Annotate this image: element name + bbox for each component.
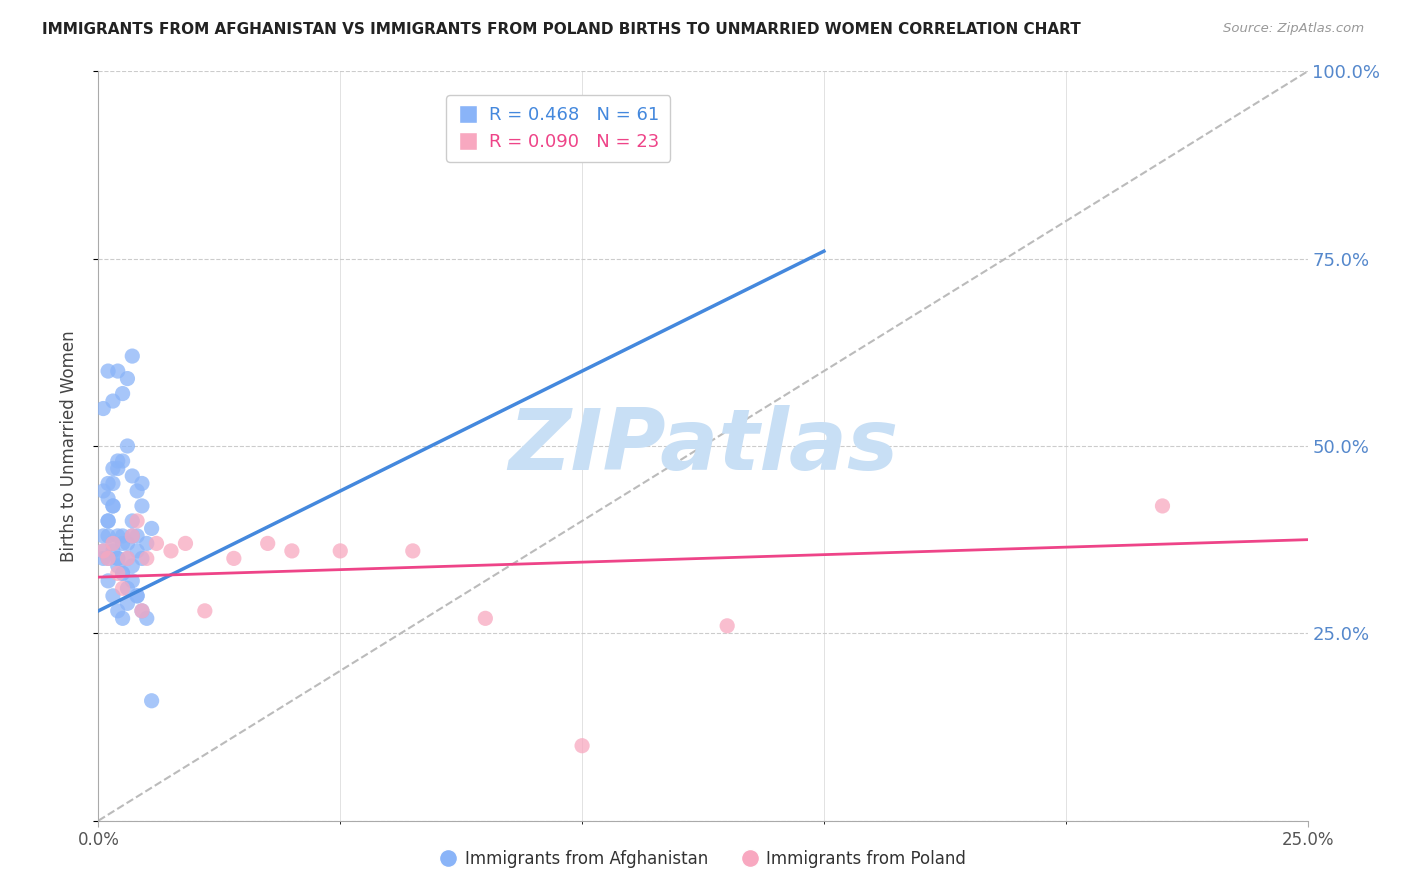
Point [101, 499, 124, 513]
Point [135, 551, 157, 566]
Point [101, 394, 124, 409]
Legend: R = 0.468   N = 61, R = 0.090   N = 23: R = 0.468 N = 61, R = 0.090 N = 23 [446, 95, 671, 162]
Point [121, 514, 143, 528]
Y-axis label: Births to Unmarried Women: Births to Unmarried Women [59, 330, 77, 562]
Point [127, 589, 149, 603]
Point [91, 529, 114, 543]
Text: ZIPatlas: ZIPatlas [508, 404, 898, 488]
Point [91, 401, 114, 416]
Point [91, 544, 114, 558]
Point [101, 499, 124, 513]
Point [101, 536, 124, 550]
Point [131, 604, 153, 618]
Point [111, 566, 134, 581]
Point [474, 611, 496, 625]
Point [117, 596, 139, 610]
Point [127, 514, 149, 528]
Point [117, 439, 139, 453]
Point [107, 604, 129, 618]
Point [101, 536, 124, 550]
Point [111, 454, 134, 468]
Point [121, 558, 143, 573]
Point [97, 529, 120, 543]
Point [222, 551, 245, 566]
Point [91, 544, 114, 558]
Point [145, 536, 167, 550]
Point [111, 611, 134, 625]
Point [111, 529, 134, 543]
Point [97, 364, 120, 378]
Point [97, 514, 120, 528]
Point [107, 461, 129, 475]
Point [101, 544, 124, 558]
Legend: Immigrants from Afghanistan, Immigrants from Poland: Immigrants from Afghanistan, Immigrants … [433, 844, 973, 875]
Point [329, 544, 352, 558]
Point [107, 364, 129, 378]
Point [131, 551, 153, 566]
Point [131, 499, 153, 513]
Point [107, 551, 129, 566]
Point [91, 483, 114, 498]
Point [97, 551, 120, 566]
Point [402, 544, 425, 558]
Point [121, 574, 143, 588]
Point [101, 589, 124, 603]
Point [127, 529, 149, 543]
Point [97, 491, 120, 506]
Point [121, 529, 143, 543]
Point [160, 544, 183, 558]
Point [117, 551, 139, 566]
Point [141, 521, 163, 535]
Point [91, 551, 114, 566]
Point [1152, 499, 1174, 513]
Point [135, 536, 157, 550]
Point [256, 536, 278, 550]
Point [117, 582, 139, 596]
Point [121, 349, 143, 363]
Point [141, 694, 163, 708]
Point [111, 582, 134, 596]
Point [127, 544, 149, 558]
Point [107, 551, 129, 566]
Point [111, 566, 134, 581]
Point [97, 574, 120, 588]
Point [281, 544, 304, 558]
Point [131, 604, 153, 618]
Point [131, 476, 153, 491]
Text: IMMIGRANTS FROM AFGHANISTAN VS IMMIGRANTS FROM POLAND BIRTHS TO UNMARRIED WOMEN : IMMIGRANTS FROM AFGHANISTAN VS IMMIGRANT… [42, 22, 1081, 37]
Point [107, 454, 129, 468]
Point [101, 476, 124, 491]
Point [107, 566, 129, 581]
Point [174, 536, 197, 550]
Point [716, 619, 738, 633]
Point [97, 476, 120, 491]
Point [194, 604, 217, 618]
Text: Source: ZipAtlas.com: Source: ZipAtlas.com [1223, 22, 1364, 36]
Point [111, 386, 134, 401]
Point [97, 551, 120, 566]
Point [127, 589, 149, 603]
Point [135, 611, 157, 625]
Point [121, 469, 143, 483]
Point [97, 514, 120, 528]
Point [101, 461, 124, 475]
Point [107, 558, 129, 573]
Point [571, 739, 593, 753]
Point [127, 483, 149, 498]
Point [107, 529, 129, 543]
Point [117, 551, 139, 566]
Point [117, 371, 139, 385]
Point [117, 536, 139, 550]
Point [121, 529, 143, 543]
Point [111, 536, 134, 550]
